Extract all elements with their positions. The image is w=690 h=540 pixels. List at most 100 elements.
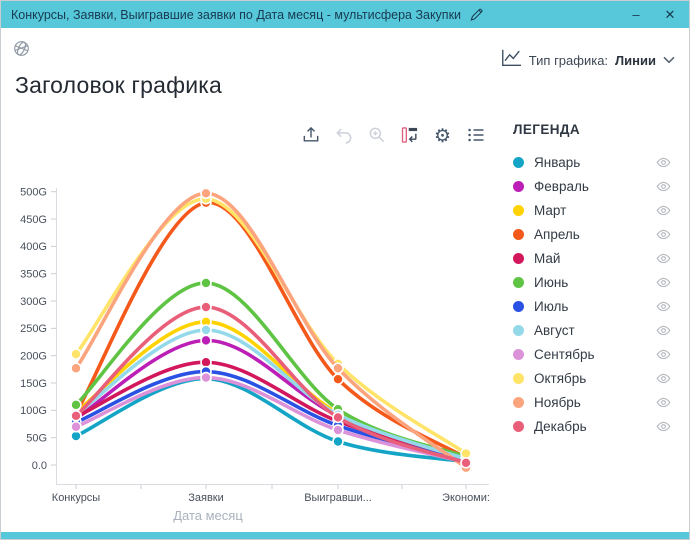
series-point-3[interactable] — [200, 196, 212, 209]
series-point-5[interactable] — [460, 451, 472, 463]
eye-icon[interactable] — [656, 299, 671, 314]
legend-color-dot — [513, 276, 524, 288]
series-point-9[interactable] — [200, 193, 212, 205]
series-point-6[interactable] — [200, 365, 212, 378]
series-line-3[interactable] — [74, 200, 468, 460]
legend-item-7[interactable]: Август — [513, 318, 671, 342]
legend-item-6[interactable]: Июль — [513, 294, 671, 318]
series-point-3[interactable] — [460, 452, 472, 464]
series-point-8[interactable] — [70, 420, 82, 433]
series-point-1[interactable] — [70, 412, 82, 425]
series-line-1[interactable] — [74, 338, 468, 462]
series-point-8[interactable] — [460, 456, 472, 469]
series-line-0[interactable] — [74, 376, 468, 464]
legend-item-11[interactable]: Декабрь — [513, 414, 671, 438]
legend-item-0[interactable]: Январь — [513, 150, 671, 174]
eye-icon[interactable] — [656, 347, 671, 362]
eye-icon[interactable] — [656, 275, 671, 290]
series-point-10[interactable] — [200, 187, 212, 200]
legend-color-dot — [513, 180, 524, 192]
series-point-3[interactable] — [332, 373, 344, 385]
zoom-button[interactable] — [364, 123, 389, 149]
eye-icon[interactable] — [656, 323, 671, 338]
series-line-6[interactable] — [74, 369, 468, 463]
series-point-7[interactable] — [200, 324, 212, 336]
series-point-6[interactable] — [332, 419, 344, 432]
pivot-button[interactable] — [397, 123, 422, 149]
settings-button[interactable]: ⚙ — [430, 123, 455, 149]
eye-icon[interactable] — [656, 203, 671, 218]
close-button[interactable]: ✕ — [657, 3, 683, 27]
series-line-4[interactable] — [74, 360, 468, 462]
eye-icon[interactable] — [656, 179, 671, 194]
series-point-7[interactable] — [70, 408, 82, 421]
eye-icon[interactable] — [656, 227, 671, 242]
series-line-8[interactable] — [74, 375, 468, 465]
chart-type-selector[interactable]: Тип графика: Линии — [500, 48, 675, 72]
undo-button[interactable] — [331, 123, 356, 149]
series-line-5[interactable] — [74, 281, 468, 459]
series-point-1[interactable] — [460, 453, 472, 466]
series-point-4[interactable] — [70, 411, 82, 423]
series-point-4[interactable] — [200, 356, 212, 369]
series-point-9[interactable] — [460, 447, 472, 460]
series-point-3[interactable] — [70, 407, 82, 419]
legend-item-5[interactable]: Июнь — [513, 270, 671, 294]
series-point-4[interactable] — [332, 415, 344, 428]
series-point-8[interactable] — [200, 371, 212, 384]
edit-title-icon[interactable] — [469, 7, 484, 22]
eye-icon[interactable] — [656, 419, 671, 434]
series-point-2[interactable] — [332, 407, 344, 419]
legend-item-label: Декабрь — [534, 418, 587, 434]
series-point-11[interactable] — [70, 410, 82, 422]
series-point-2[interactable] — [200, 315, 212, 328]
series-point-6[interactable] — [460, 455, 472, 467]
legend-item-10[interactable]: Ноябрь — [513, 390, 671, 414]
series-line-9[interactable] — [74, 197, 468, 456]
series-point-5[interactable] — [332, 403, 344, 416]
eye-icon[interactable] — [656, 155, 671, 170]
legend-item-4[interactable]: Май — [513, 246, 671, 270]
series-point-9[interactable] — [70, 348, 82, 360]
series-point-2[interactable] — [70, 406, 82, 418]
series-point-11[interactable] — [332, 411, 344, 424]
minimize-button[interactable]: – — [623, 3, 649, 27]
series-point-5[interactable] — [70, 399, 82, 411]
chart-series[interactable] — [70, 187, 472, 474]
legend-item-9[interactable]: Октябрь — [513, 366, 671, 390]
series-point-0[interactable] — [332, 435, 344, 448]
legend-list-button[interactable] — [463, 123, 488, 149]
series-point-4[interactable] — [460, 454, 472, 466]
series-point-10[interactable] — [332, 362, 344, 375]
series-point-7[interactable] — [332, 408, 344, 421]
series-point-2[interactable] — [460, 452, 472, 465]
series-point-5[interactable] — [200, 277, 212, 289]
legend-item-3[interactable]: Апрель — [513, 222, 671, 246]
window-bottom-accent — [1, 532, 689, 539]
series-point-1[interactable] — [332, 410, 344, 422]
eye-icon[interactable] — [656, 395, 671, 410]
series-point-8[interactable] — [332, 424, 344, 436]
series-point-11[interactable] — [460, 457, 472, 469]
legend-item-2[interactable]: Март — [513, 198, 671, 222]
series-line-7[interactable] — [74, 328, 468, 461]
chart-toolbar: ⚙ — [298, 123, 488, 149]
series-point-0[interactable] — [460, 455, 472, 468]
series-point-11[interactable] — [200, 301, 212, 313]
export-button[interactable] — [298, 123, 323, 149]
series-point-1[interactable] — [200, 334, 212, 347]
series-point-10[interactable] — [70, 362, 82, 375]
series-line-10[interactable] — [74, 191, 468, 470]
legend-item-8[interactable]: Сентябрь — [513, 342, 671, 366]
eye-icon[interactable] — [656, 251, 671, 266]
series-point-0[interactable] — [70, 430, 82, 442]
series-point-7[interactable] — [460, 453, 472, 465]
series-point-6[interactable] — [70, 416, 82, 429]
series-line-2[interactable] — [74, 319, 468, 461]
eye-icon[interactable] — [656, 371, 671, 386]
series-point-10[interactable] — [460, 461, 472, 474]
legend-item-1[interactable]: Февраль — [513, 174, 671, 198]
series-line-11[interactable] — [74, 305, 468, 465]
series-point-9[interactable] — [332, 358, 344, 370]
series-point-0[interactable] — [200, 372, 212, 385]
